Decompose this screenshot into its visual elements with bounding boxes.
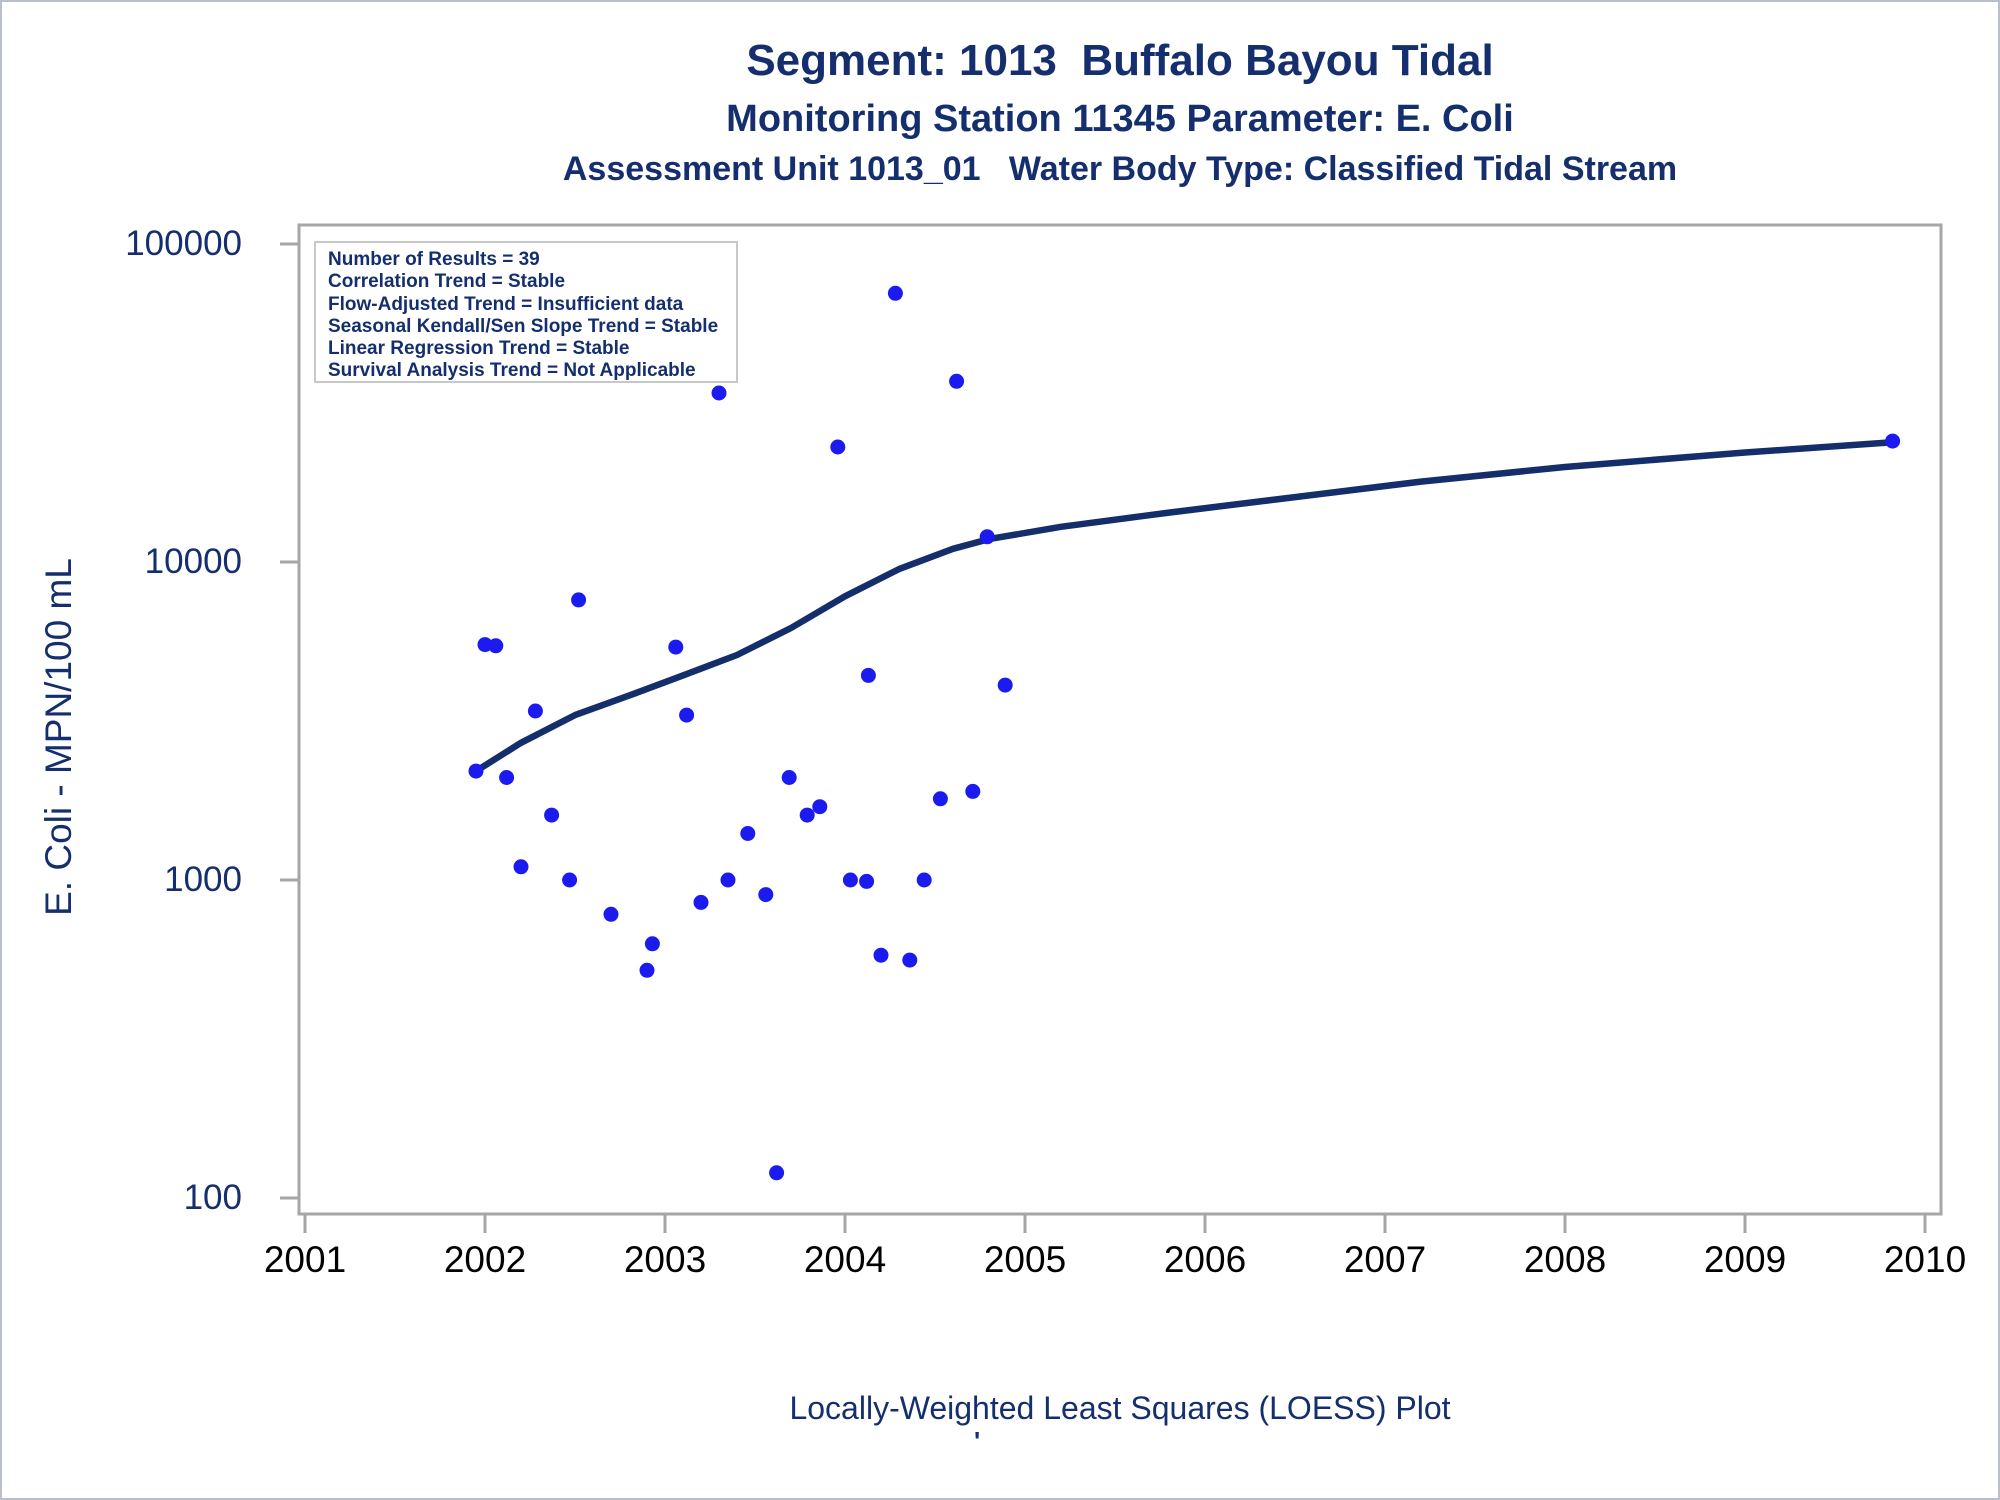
trend-stats-box: Number of Results = 39 Correlation Trend …	[314, 241, 738, 383]
stats-line: Number of Results = 39	[328, 249, 540, 270]
data-point	[571, 592, 587, 608]
data-point	[781, 770, 797, 785]
stats-line: Correlation Trend = Stable	[328, 271, 566, 293]
data-point	[932, 791, 948, 807]
data-point	[644, 936, 660, 952]
data-point	[887, 285, 903, 301]
data-point	[859, 873, 875, 889]
data-point	[562, 872, 578, 888]
data-point	[544, 807, 560, 823]
x-tick-label: 2008	[1523, 1239, 1607, 1280]
stats-line: Linear Regression Trend = Stable	[328, 338, 630, 360]
data-point	[468, 763, 484, 779]
plot-frame	[297, 223, 1943, 1216]
data-point	[740, 826, 756, 841]
data-point	[679, 707, 695, 723]
data-point	[799, 807, 815, 823]
x-tick-label: 2009	[1703, 1239, 1787, 1280]
chart-subtitle-2: Assessment Unit 1013_01 Water Body Type:…	[562, 150, 1678, 188]
stats-line: Flow-Adjusted Trend = Insufficient data	[328, 293, 684, 315]
data-point	[965, 783, 981, 799]
data-point	[769, 1165, 785, 1181]
data-point	[488, 638, 504, 654]
data-point	[639, 962, 655, 978]
data-point	[997, 677, 1013, 693]
data-point	[830, 439, 846, 455]
x-tick-label: 2007	[1343, 1239, 1427, 1280]
y-tick-label: 10000	[144, 542, 242, 581]
data-point	[916, 872, 932, 888]
data-point	[603, 906, 619, 922]
stats-line: Survival Analysis Trend = Not Applicable	[328, 360, 696, 382]
y-tick-label: 100000	[125, 224, 242, 263]
chart-subtitle: Monitoring Station 11345 Parameter: E. C…	[726, 98, 1514, 140]
y-tick-label: 100	[183, 1178, 242, 1217]
data-point	[758, 887, 774, 903]
data-point	[812, 799, 828, 815]
x-tick-label: 2004	[803, 1239, 887, 1280]
stats-line: Seasonal Kendall/Sen Slope Trend = Stabl…	[328, 315, 719, 337]
data-point	[902, 952, 918, 968]
data-point	[860, 667, 876, 683]
x-tick-label: 2010	[1883, 1239, 1967, 1280]
data-point	[842, 872, 858, 888]
y-tick-label: 1000	[164, 860, 242, 899]
chart-title: Segment: 1013 Buffalo Bayou Tidal	[746, 36, 1494, 85]
chart-caption: Locally-Weighted Least Squares (LOESS) P…	[789, 1390, 1451, 1426]
data-point	[693, 894, 709, 910]
data-point	[711, 385, 727, 401]
data-point	[668, 639, 684, 655]
x-tick-label: 2001	[263, 1239, 347, 1280]
data-point	[513, 859, 529, 875]
footnote-mark: '	[974, 1426, 981, 1456]
data-point	[873, 947, 889, 963]
loess-trend-line	[472, 438, 1896, 775]
data-point	[527, 703, 543, 719]
x-tick-label: 2003	[623, 1239, 707, 1280]
x-tick-label: 2002	[443, 1239, 527, 1280]
data-point	[949, 373, 965, 389]
data-point	[1885, 433, 1901, 449]
data-point	[979, 529, 995, 545]
data-point	[720, 872, 736, 888]
x-tick-label: 2006	[1163, 1239, 1247, 1280]
data-point	[499, 770, 515, 785]
x-tick-label: 2005	[983, 1239, 1067, 1280]
